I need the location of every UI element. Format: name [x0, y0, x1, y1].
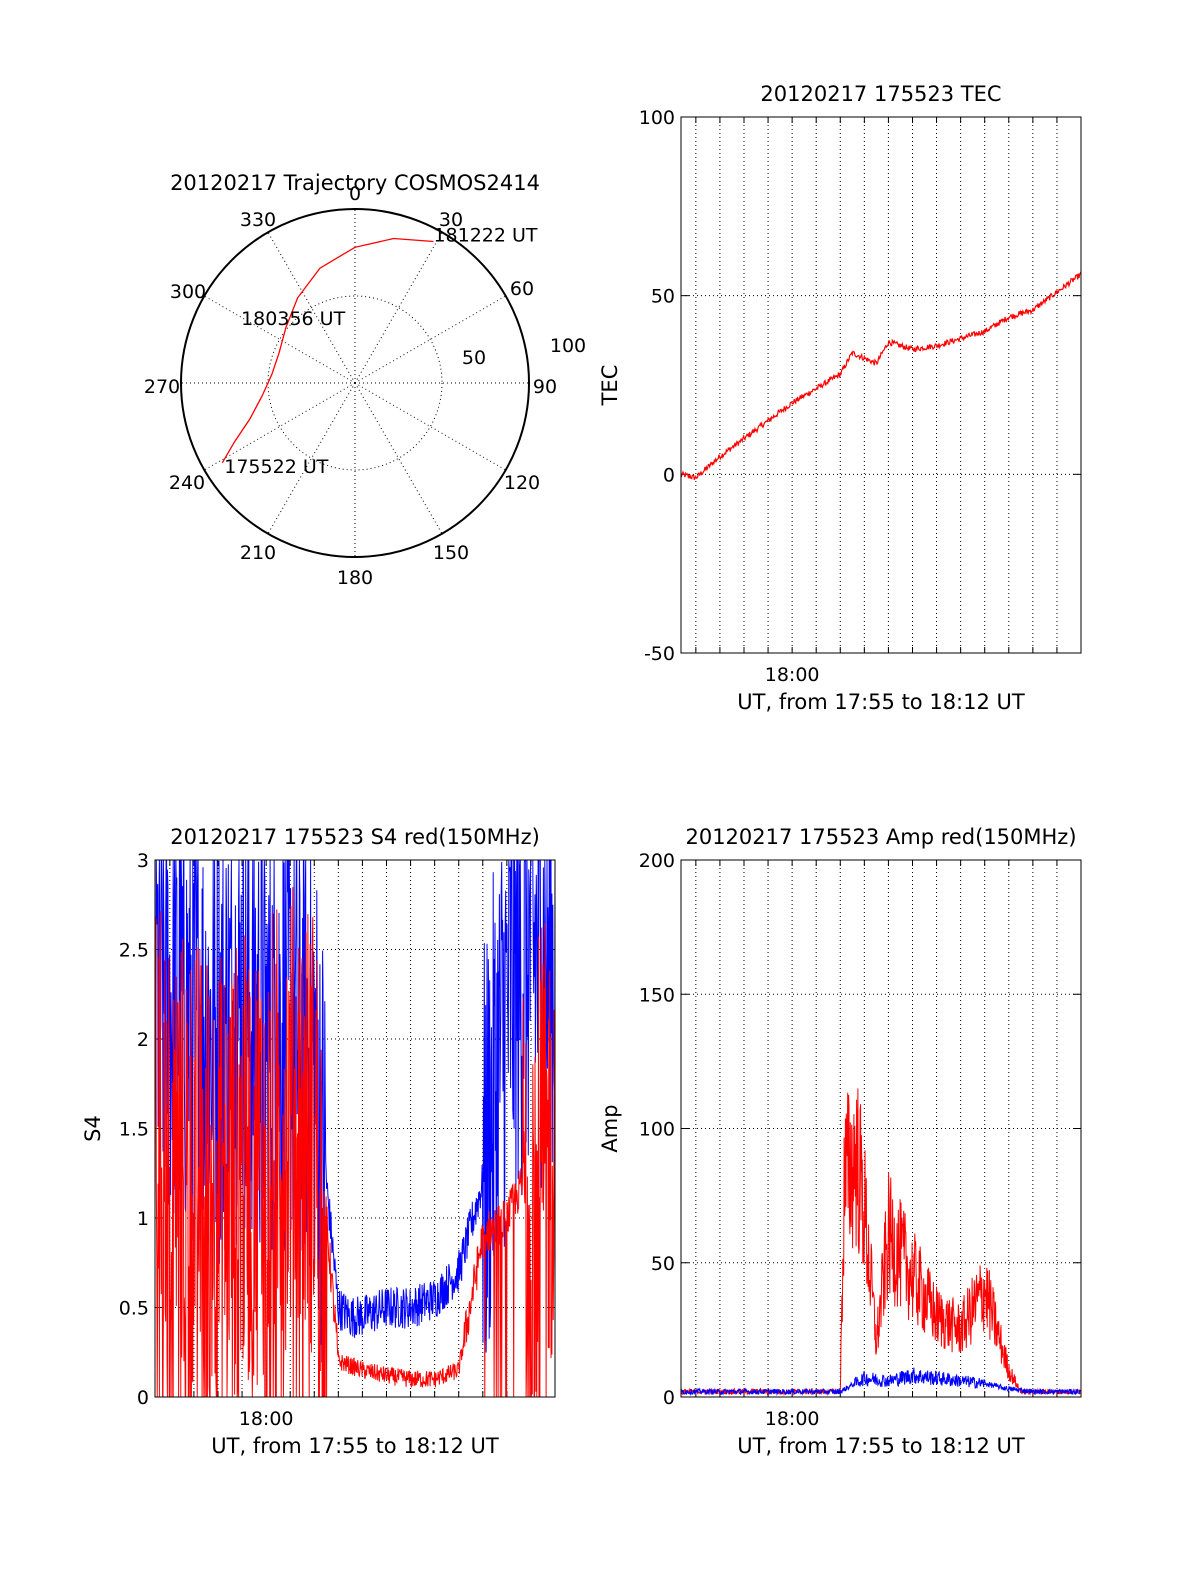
polar-spoke	[267, 382, 356, 534]
polar-spoke	[204, 382, 356, 471]
x-tick-label: 18:00	[765, 1408, 820, 1430]
plot-frame	[680, 859, 1082, 1398]
polar-angle-label: 150	[433, 542, 469, 564]
plot-frame	[680, 116, 1082, 654]
y-tick-label: 50	[651, 286, 675, 308]
y-tick-label: 0.5	[119, 1298, 149, 1320]
y-axis-label: Amp	[598, 1104, 622, 1152]
panel-title: 20120217 175523 TEC	[760, 82, 1001, 106]
polar-annotation: 181222 UT	[433, 224, 537, 246]
y-tick-label: 0	[137, 1387, 149, 1409]
y-tick-label: 50	[651, 1253, 675, 1275]
y-tick-label: 2.5	[119, 940, 149, 962]
polar-angle-label: 60	[510, 278, 534, 300]
panel-tec: 20120217 175523 TEC -50 0 50 100 18:00 UT, fro…	[598, 82, 1082, 714]
panel-amp: 20120217 175523 Amp red(150MHz) 0 50 100 150…	[598, 825, 1082, 1458]
polar-spoke	[204, 295, 356, 384]
series-line-red	[680, 271, 1082, 481]
y-tick-label: 100	[639, 107, 675, 129]
polar-spoke	[354, 382, 506, 471]
y-tick-label: 3	[137, 850, 149, 872]
polar-angle-label: 180	[337, 567, 373, 589]
y-tick-label: -50	[644, 643, 675, 665]
y-tick-label: 1.5	[119, 1119, 149, 1141]
x-axis-label: UT, from 17:55 to 18:12 UT	[737, 690, 1025, 714]
x-axis-label: UT, from 17:55 to 18:12 UT	[211, 1434, 499, 1458]
polar-angle-label: 90	[533, 376, 557, 398]
polar-annotation: 180356 UT	[241, 308, 345, 330]
x-tick-label: 18:00	[239, 1408, 294, 1430]
x-tick-label: 18:00	[765, 664, 820, 686]
polar-spoke	[354, 295, 506, 384]
polar-title: 20120217 Trajectory COSMOS2414	[170, 171, 540, 195]
polar-annotation: 175522 UT	[224, 456, 328, 478]
polar-angle-label: 0	[349, 183, 361, 205]
polar-spoke	[354, 382, 443, 534]
polar-angle-label: 300	[170, 281, 206, 303]
y-axis-label: S4	[81, 1115, 105, 1142]
polar-angle-label: 210	[240, 542, 276, 564]
series-line-red	[680, 1088, 1082, 1397]
y-tick-label: 0	[663, 1387, 675, 1409]
y-tick-label: 100	[639, 1119, 675, 1141]
polar-outer-circle	[180, 208, 530, 558]
y-tick-label: 150	[639, 984, 675, 1006]
y-tick-label: 0	[663, 464, 675, 486]
plot-frame	[154, 859, 556, 1398]
polar-radius-label: 100	[550, 335, 586, 357]
panel-title: 20120217 175523 Amp red(150MHz)	[685, 825, 1076, 849]
x-axis-label: UT, from 17:55 to 18:12 UT	[737, 1434, 1025, 1458]
y-tick-label: 1	[137, 1208, 149, 1230]
polar-trajectory-line	[221, 237, 434, 464]
y-tick-label: 2	[137, 1029, 149, 1051]
polar-angle-label: 120	[504, 472, 540, 494]
series-line-blue	[680, 1367, 1082, 1397]
polar-spoke	[267, 232, 356, 384]
polar-angle-label: 240	[169, 472, 205, 494]
polar-radius-label: 50	[462, 347, 486, 369]
panel-title: 20120217 175523 S4 red(150MHz)	[170, 825, 540, 849]
polar-spoke	[354, 232, 443, 384]
polar-angle-label: 330	[240, 209, 276, 231]
y-axis-label: TEC	[598, 365, 622, 407]
panel-s4: 20120217 175523 S4 red(150MHz) 0 0.5 1 1.5 2 2…	[81, 825, 556, 1458]
series-line-blue	[154, 859, 556, 1363]
series-line-red	[154, 887, 556, 1398]
polar-angle-label: 270	[144, 376, 180, 398]
y-tick-label: 200	[639, 850, 675, 872]
polar-angle-label: 30	[439, 209, 463, 231]
